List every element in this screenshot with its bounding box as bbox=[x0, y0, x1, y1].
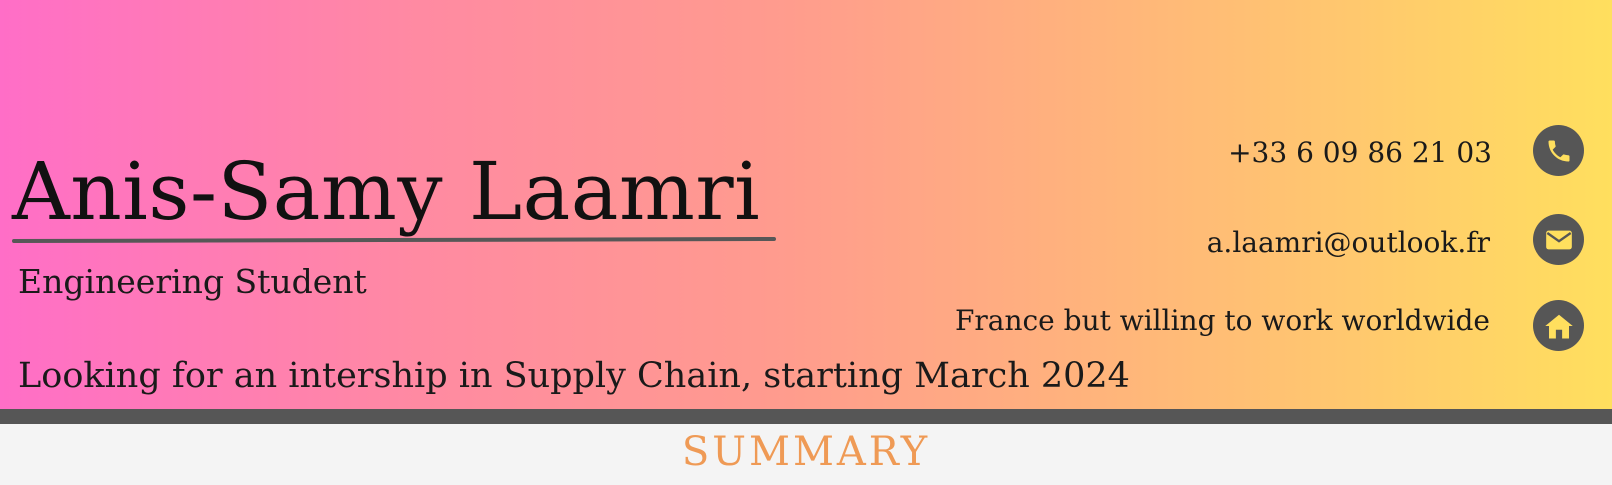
name-underline bbox=[11, 236, 777, 244]
phone-icon bbox=[1533, 125, 1584, 176]
candidate-role: Engineering Student bbox=[18, 262, 367, 301]
contact-phone-row: +33 6 09 86 21 03 bbox=[1228, 126, 1492, 178]
career-objective: Looking for an intership in Supply Chain… bbox=[18, 356, 1130, 396]
resume-header: Anis-Samy Laamri Engineering Student Loo… bbox=[0, 0, 1612, 409]
email-text[interactable]: a.laamri@outlook.fr bbox=[1206, 225, 1490, 259]
home-icon bbox=[1533, 300, 1584, 351]
contact-email-row: a.laamri@outlook.fr bbox=[1207, 216, 1490, 268]
candidate-name: Anis-Samy Laamri bbox=[12, 145, 761, 238]
header-divider-band bbox=[0, 409, 1612, 424]
summary-section-title: SUMMARY bbox=[681, 429, 931, 475]
phone-text: +33 6 09 86 21 03 bbox=[1228, 135, 1492, 169]
contact-location-row: France but willing to work worldwide bbox=[955, 294, 1490, 346]
location-text: France but willing to work worldwide bbox=[954, 303, 1490, 337]
envelope-icon bbox=[1533, 214, 1584, 265]
